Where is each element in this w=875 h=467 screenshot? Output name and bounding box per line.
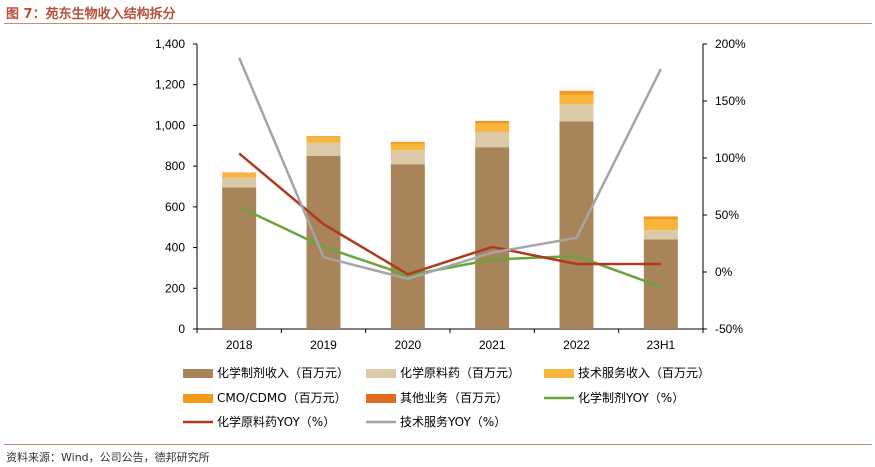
bar-segment bbox=[222, 177, 257, 188]
source-note: 资料来源：Wind，公司公告，德邦研究所 bbox=[6, 451, 210, 464]
legend: 化学制剂收入（百万元） 化学原料药（百万元） 技术服务收入（百万元） CMO/CDMO… bbox=[183, 365, 710, 429]
x-tick-label: 2018 bbox=[226, 338, 253, 352]
right-y-tick-label: 200% bbox=[715, 37, 746, 51]
lines-layer bbox=[238, 57, 662, 288]
legend-label: 化学制剂收入（百万元） bbox=[217, 365, 349, 380]
bars-layer bbox=[222, 90, 678, 329]
right-y-tick-label: 150% bbox=[715, 94, 746, 108]
bar-segment bbox=[559, 104, 594, 122]
bar-segment bbox=[559, 121, 594, 329]
revenue-structure-chart: 0 200 400 600 800 1,000 1,200 1,400 -50% 0% 50% 100… bbox=[155, 37, 746, 429]
x-tick-label: 2019 bbox=[310, 338, 337, 352]
legend-swatch bbox=[183, 369, 213, 378]
bar-segment bbox=[643, 230, 678, 240]
legend-swatch bbox=[366, 394, 396, 403]
title-divider bbox=[4, 23, 872, 24]
x-tick-label: 2020 bbox=[394, 338, 421, 352]
bar-segment bbox=[390, 164, 425, 329]
figure-title: 图 7：苑东生物收入结构拆分 bbox=[6, 7, 176, 22]
legend-label: 技术服务YOY（%） bbox=[400, 414, 506, 429]
bar-segment bbox=[306, 136, 341, 138]
legend-label: 技术服务收入（百万元） bbox=[578, 365, 710, 380]
legend-label: CMO/CDMO（百万元） bbox=[217, 391, 347, 405]
legend-label: 其他业务（百万元） bbox=[400, 390, 508, 405]
legend-label: 化学原料药（百万元） bbox=[400, 365, 520, 380]
bar-segment bbox=[390, 143, 425, 151]
left-y-tick-label: 1,200 bbox=[155, 78, 185, 92]
bar-segment bbox=[222, 172, 257, 174]
bar-segment bbox=[475, 123, 510, 132]
left-y-tick-label: 400 bbox=[165, 241, 185, 255]
bar-segment bbox=[475, 121, 510, 124]
bar-segment bbox=[643, 219, 678, 231]
left-y-tick-label: 1,400 bbox=[155, 37, 185, 51]
series-line bbox=[238, 57, 662, 281]
legend-label: 化学原料药YOY（%） bbox=[217, 414, 335, 429]
bar-segment bbox=[643, 239, 678, 329]
x-tick-label: 23H1 bbox=[646, 338, 675, 352]
bar-segment bbox=[390, 150, 425, 165]
right-y-tick-label: 50% bbox=[715, 208, 739, 222]
bar-segment bbox=[222, 173, 257, 178]
legend-swatch bbox=[544, 369, 574, 378]
bar-segment bbox=[222, 187, 257, 329]
legend-label: 化学制剂YOY（%） bbox=[578, 390, 684, 405]
series-line bbox=[238, 205, 662, 288]
bar-segment bbox=[390, 142, 425, 144]
right-y-tick-label: 0% bbox=[715, 265, 733, 279]
left-y-tick-label: 800 bbox=[165, 159, 185, 173]
series-line bbox=[238, 152, 661, 276]
source-divider bbox=[4, 444, 872, 445]
left-y-tick-label: 0 bbox=[178, 322, 185, 336]
left-y-tick-label: 600 bbox=[165, 200, 185, 214]
right-y-tick-label: 100% bbox=[715, 151, 746, 165]
legend-swatch bbox=[366, 369, 396, 378]
x-tick-label: 2022 bbox=[563, 338, 590, 352]
left-y-tick-label: 200 bbox=[165, 281, 185, 295]
bar-segment bbox=[306, 142, 341, 156]
axes-layer: 0 200 400 600 800 1,000 1,200 1,400 -50% 0% 50% 100… bbox=[155, 37, 746, 352]
left-y-tick-label: 1,000 bbox=[155, 118, 185, 132]
bar-segment bbox=[643, 216, 678, 220]
right-y-tick-label: -50% bbox=[715, 322, 743, 336]
bar-segment bbox=[475, 147, 510, 329]
bar-segment bbox=[559, 94, 594, 105]
bar-segment bbox=[475, 131, 510, 148]
legend-swatch bbox=[183, 394, 213, 403]
x-tick-label: 2021 bbox=[479, 338, 506, 352]
bar-segment bbox=[306, 137, 341, 143]
bar-segment bbox=[559, 91, 594, 95]
